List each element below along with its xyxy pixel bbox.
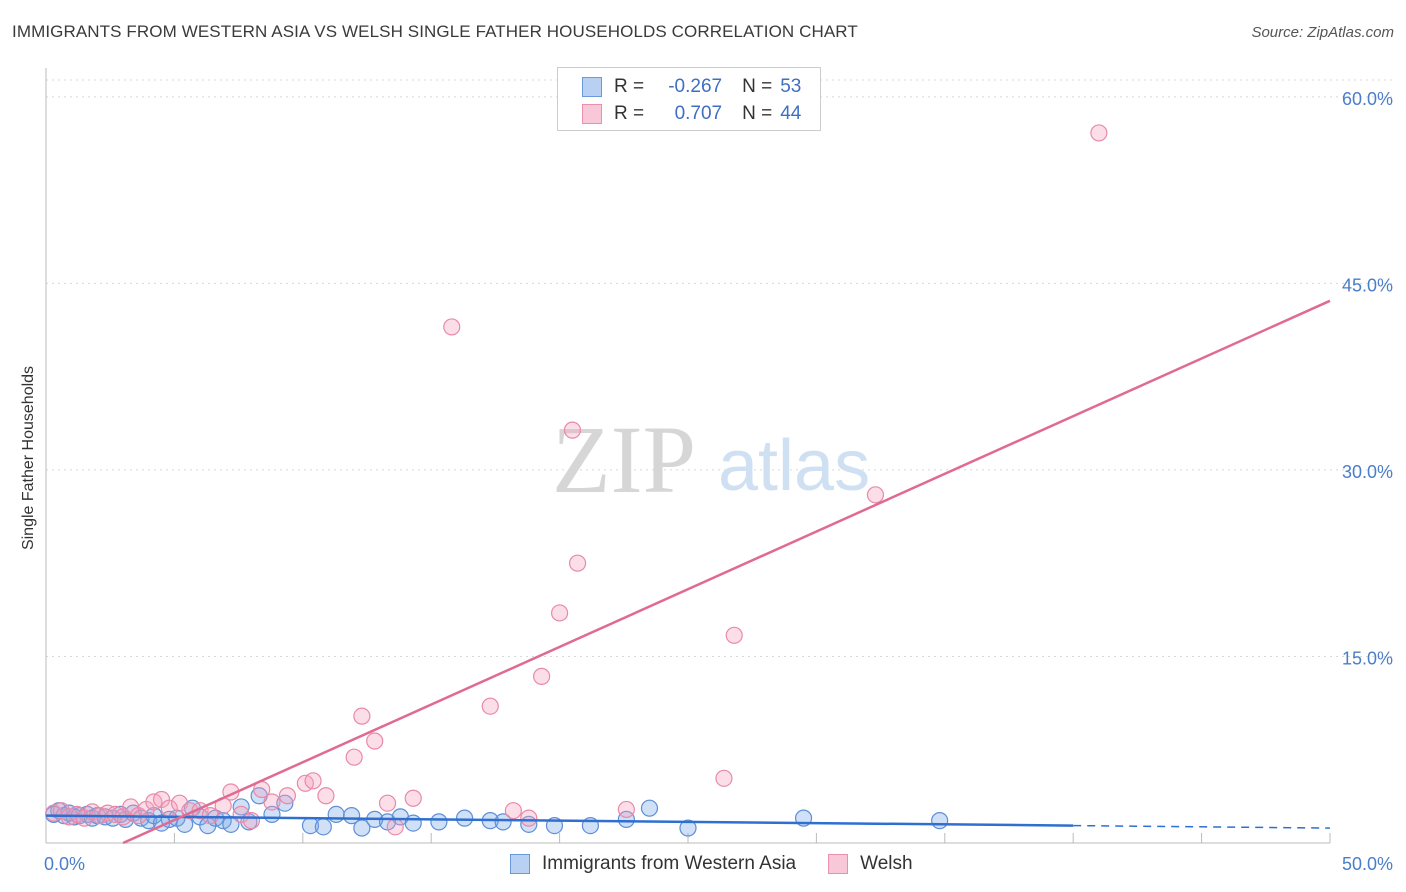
welsh-point: [263, 793, 281, 811]
n-value: 44: [780, 103, 802, 124]
tick-layer: 15.0% 30.0% 45.0% 60.0% 0.0% 50.0%: [44, 89, 1393, 874]
chart-legend: Immigrants from Western Asia Welsh: [510, 852, 945, 876]
x-tick-label: 0.0%: [44, 854, 85, 874]
source-note: Source: ZipAtlas.com: [1251, 24, 1394, 41]
r-label: R =: [614, 76, 645, 97]
y-tick-label: 30.0%: [1342, 462, 1393, 482]
legend-swatch-blue: [510, 854, 530, 874]
welsh-point: [520, 809, 538, 827]
welsh-point: [278, 787, 296, 805]
r-value: 0.707: [674, 103, 723, 124]
western-asia-trend-line: [45, 814, 1074, 827]
y-tick-label: 15.0%: [1342, 648, 1393, 668]
welsh-point: [317, 787, 335, 805]
y-tick-label: 60.0%: [1342, 89, 1393, 109]
western-asia-point: [455, 809, 474, 827]
n-value: 53: [780, 76, 802, 97]
western-asia-point: [327, 805, 345, 823]
n-label: N =: [742, 76, 773, 97]
welsh-point: [353, 707, 371, 725]
grid-layer: [46, 79, 1393, 657]
legend-label: Welsh: [860, 853, 913, 874]
stats-swatch-blue: [582, 77, 602, 97]
welsh-point: [481, 697, 499, 715]
welsh-point: [563, 421, 582, 439]
welsh-point: [345, 748, 363, 766]
welsh-point: [533, 667, 551, 685]
stats-swatch-pink: [582, 104, 602, 124]
r-label: R =: [614, 103, 645, 124]
welsh-point: [443, 318, 461, 336]
trend-layer: [45, 299, 1331, 845]
welsh-point: [366, 732, 384, 750]
welsh-point: [550, 604, 569, 622]
western-asia-point: [404, 814, 422, 832]
welsh-point: [378, 794, 397, 812]
western-asia-point: [931, 812, 949, 830]
legend-item-welsh[interactable]: Welsh: [828, 853, 913, 875]
western-asia-point: [314, 818, 332, 836]
welsh-trend-line: [122, 299, 1331, 845]
stats-row-western-asia: R = -0.267 N = 53: [582, 74, 801, 100]
stats-legend-box: R = -0.267 N = 53 R = 0.707 N = 44: [557, 67, 821, 131]
axes-layer: [45, 68, 1331, 844]
welsh-point: [242, 812, 261, 830]
welsh-point: [715, 769, 733, 787]
stats-row-welsh: R = 0.707 N = 44: [582, 101, 801, 127]
western-asia-point: [640, 799, 659, 817]
western-asia-point: [430, 813, 448, 831]
western-asia-trend-extension: [1073, 824, 1331, 829]
welsh-point: [304, 772, 322, 790]
welsh-point: [1090, 124, 1108, 142]
legend-swatch-pink: [828, 854, 849, 874]
western-asia-point: [679, 819, 697, 837]
legend-label: Immigrants from Western Asia: [542, 853, 797, 874]
western-asia-point: [353, 819, 371, 837]
western-asia-point: [494, 813, 512, 831]
watermark: ZIP atlas: [552, 406, 870, 513]
welsh-point: [404, 789, 422, 807]
welsh-point: [866, 486, 885, 504]
legend-item-western-asia[interactable]: Immigrants from Western Asia: [510, 853, 796, 875]
watermark-atlas: atlas: [718, 426, 870, 506]
welsh-point: [386, 818, 404, 836]
welsh-point: [725, 626, 743, 644]
welsh-point: [617, 800, 635, 819]
points-layer: [45, 124, 1108, 837]
chart-title: IMMIGRANTS FROM WESTERN ASIA VS WELSH SI…: [12, 22, 858, 41]
welsh-point: [568, 554, 587, 572]
n-label: N =: [742, 103, 773, 124]
watermark-zip: ZIP: [552, 406, 696, 513]
welsh-point: [504, 802, 522, 820]
western-asia-point: [617, 810, 635, 828]
r-value: -0.267: [668, 76, 723, 97]
x-tick-label: 50.0%: [1342, 854, 1393, 874]
welsh-point: [201, 807, 219, 825]
y-tick-label: 45.0%: [1342, 275, 1393, 295]
